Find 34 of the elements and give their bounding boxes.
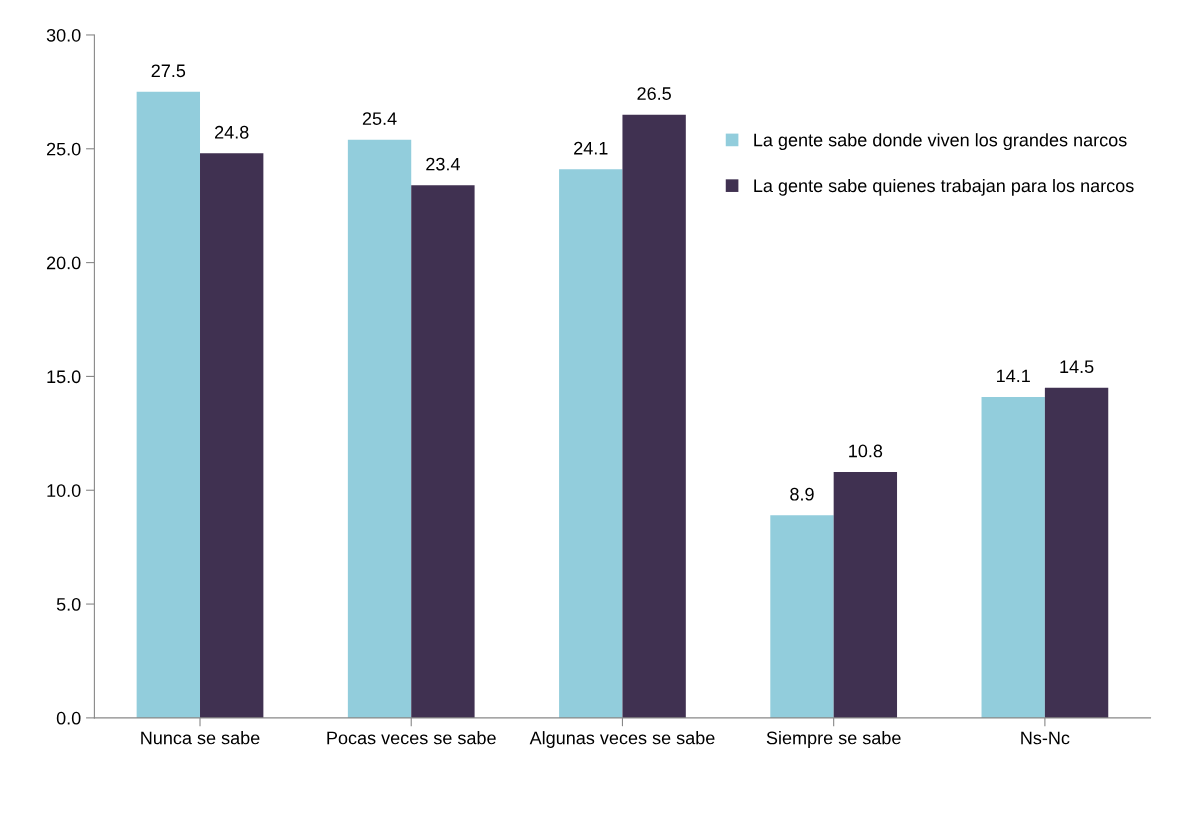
bar <box>347 139 412 718</box>
y-tick-label: 10.0 <box>47 484 81 497</box>
data-label: 14.1 <box>997 369 1030 383</box>
data-label: 24.8 <box>215 125 249 139</box>
data-label: 14.5 <box>1060 360 1094 374</box>
bar <box>411 185 475 718</box>
legend-label: La gente sabe donde viven los grandes narcos <box>754 133 1127 150</box>
bar <box>622 114 686 718</box>
y-tick-label: 0.0 <box>56 711 81 725</box>
y-tick-label: 15.0 <box>47 370 81 384</box>
bar <box>770 515 834 718</box>
bar <box>1044 387 1109 718</box>
data-label: 27.5 <box>151 64 186 78</box>
data-label: 8.9 <box>790 487 814 501</box>
bar <box>981 396 1045 718</box>
legend-label: La gente sabe quienes trabajan para los narcos <box>754 178 1134 196</box>
data-label: 23.4 <box>426 157 460 171</box>
y-tick-label: 25.0 <box>46 142 81 156</box>
x-tick-label: Siempre se sabe <box>766 731 901 748</box>
bar <box>833 472 898 718</box>
bar <box>559 169 623 718</box>
data-label: 26.5 <box>637 87 671 100</box>
bar <box>200 153 264 718</box>
y-tick-label: 20.0 <box>46 256 81 270</box>
x-tick-label: Nunca se sabe <box>141 731 260 745</box>
y-tick-label: 30.0 <box>46 28 81 42</box>
x-tick-label: Algunas veces se sabe <box>529 731 715 748</box>
bar <box>136 91 201 718</box>
x-tick-label: Pocas veces se sabe <box>327 731 496 745</box>
data-label: 24.1 <box>574 141 608 155</box>
data-label: 10.8 <box>849 444 883 458</box>
x-tick-label: Ns-Nc <box>1021 731 1070 745</box>
y-tick-label: 5.0 <box>56 597 81 611</box>
data-label: 25.4 <box>362 112 397 125</box>
